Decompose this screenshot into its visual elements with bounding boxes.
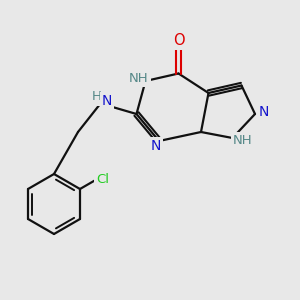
Text: H: H	[92, 90, 102, 104]
Text: N: N	[102, 94, 112, 108]
Text: O: O	[173, 33, 184, 48]
Text: Cl: Cl	[96, 173, 109, 186]
Text: N: N	[259, 106, 269, 119]
Text: N: N	[151, 140, 161, 153]
Text: NH: NH	[233, 134, 253, 148]
Text: NH: NH	[129, 71, 149, 85]
